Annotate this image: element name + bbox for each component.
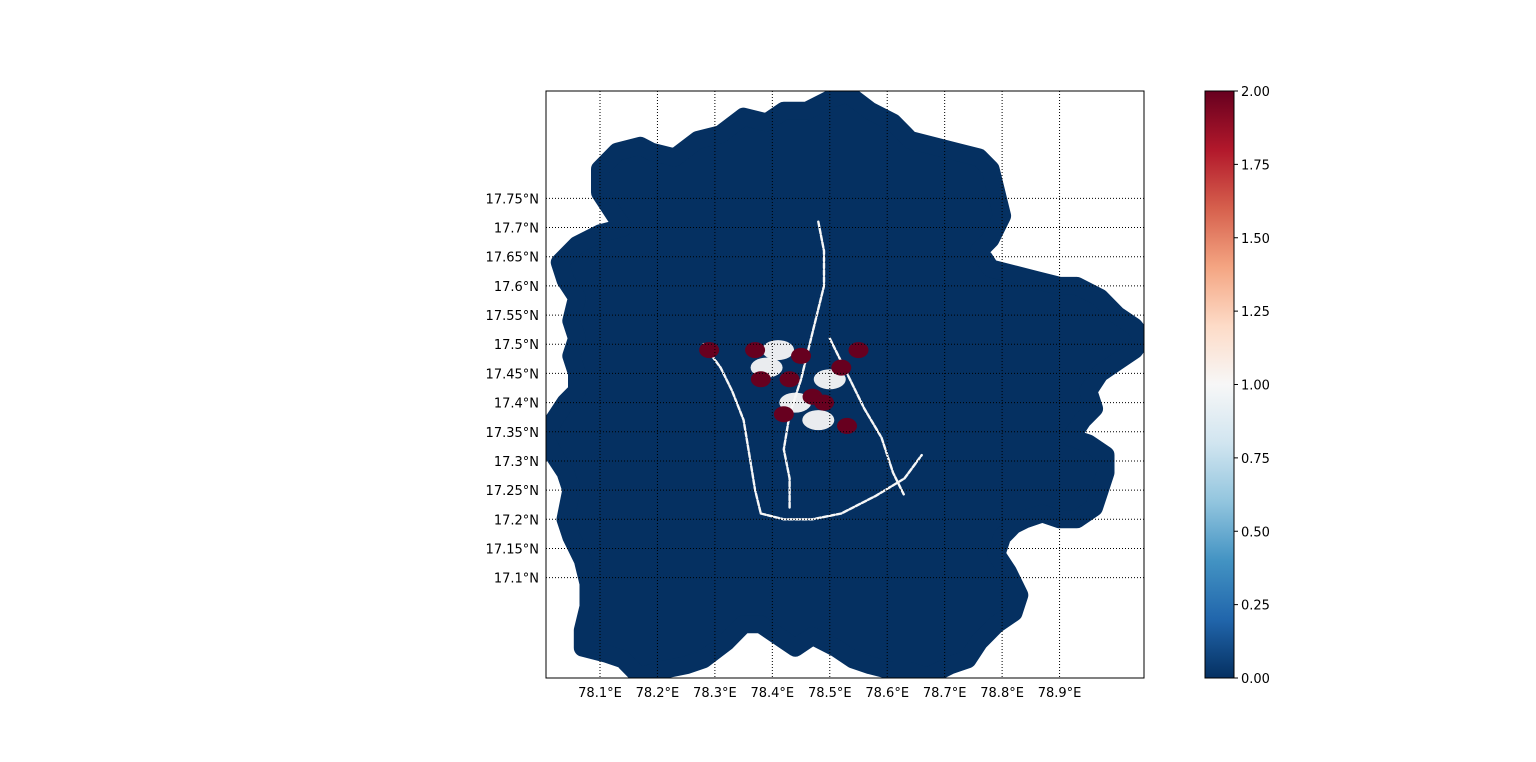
high-patch-5: [745, 342, 766, 359]
x-tick-label-2: 78.3°E: [693, 686, 737, 701]
y-tick-label-11: 17.2°N: [494, 513, 539, 528]
road-band-1: [702, 343, 762, 515]
high-patch-10: [750, 371, 771, 388]
y-tick-label-13: 17.1°N: [494, 572, 539, 587]
high-patch-2: [837, 417, 858, 434]
x-tick-label-6: 78.7°E: [923, 686, 967, 701]
y-tick-label-4: 17.55°N: [486, 309, 539, 324]
high-patch-8: [814, 394, 835, 411]
x-tick-labels: 78.1°E 78.2°E 78.3°E 78.4°E 78.5°E 78.6°E 78.7…: [578, 686, 1081, 701]
x-tick-label-7: 78.8°E: [980, 686, 1024, 701]
colorbar-tick-label-5: 1.25: [1241, 305, 1270, 320]
high-patch-3: [831, 359, 852, 376]
y-tick-labels: 17.75°N 17.7°N 17.65°N 17.6°N 17.55°N 17.5°N 1…: [486, 192, 539, 586]
y-tick-label-9: 17.3°N: [494, 455, 539, 470]
colorbar-tick-label-2: 0.50: [1241, 525, 1270, 540]
colorbar-tick-label-6: 1.50: [1241, 232, 1270, 247]
y-tick-label-8: 17.35°N: [486, 426, 539, 441]
y-tick-label-2: 17.65°N: [486, 251, 539, 266]
x-tick-label-3: 78.4°E: [750, 686, 794, 701]
colorbar-tick-label-8: 2.00: [1241, 85, 1270, 100]
gridlines: [546, 91, 1144, 678]
colorbar-tick-label-7: 1.75: [1241, 158, 1270, 173]
x-tick-label-1: 78.2°E: [636, 686, 680, 701]
high-patch-6: [699, 342, 720, 359]
district-region: [546, 91, 1144, 678]
high-patch-0: [779, 371, 800, 388]
x-tick-label-8: 78.9°E: [1038, 686, 1082, 701]
high-patch-7: [791, 347, 812, 364]
y-tick-label-1: 17.7°N: [494, 222, 539, 237]
colorbar: [1204, 90, 1235, 679]
x-tick-label-5: 78.6°E: [865, 686, 909, 701]
colorbar-ticks: 0.00 0.25 0.50 0.75 1.00 1.25 1.50 1.75 2.00: [1234, 85, 1270, 687]
x-tick-label-4: 78.5°E: [808, 686, 852, 701]
colorbar-tick-label-3: 0.75: [1241, 452, 1270, 467]
x-tick-label-0: 78.1°E: [578, 686, 622, 701]
colorbar-tick-label-0: 0.00: [1241, 672, 1270, 687]
y-tick-label-5: 17.5°N: [494, 338, 539, 353]
high-patch-4: [848, 342, 869, 359]
high-patch-9: [773, 406, 794, 423]
y-tick-label-12: 17.15°N: [486, 542, 539, 557]
y-tick-label-10: 17.25°N: [486, 484, 539, 499]
colorbar-tick-label-1: 0.25: [1241, 599, 1270, 614]
y-tick-label-0: 17.75°N: [486, 192, 539, 207]
colorbar-tick-label-4: 1.00: [1241, 379, 1270, 394]
map-frame: [545, 90, 1145, 679]
light-patch-2: [802, 410, 835, 431]
light-patch-0: [762, 340, 795, 361]
y-tick-label-7: 17.4°N: [494, 397, 539, 412]
road-band-0: [782, 220, 826, 509]
y-tick-label-6: 17.45°N: [486, 367, 539, 382]
y-tick-label-3: 17.6°N: [494, 280, 539, 295]
